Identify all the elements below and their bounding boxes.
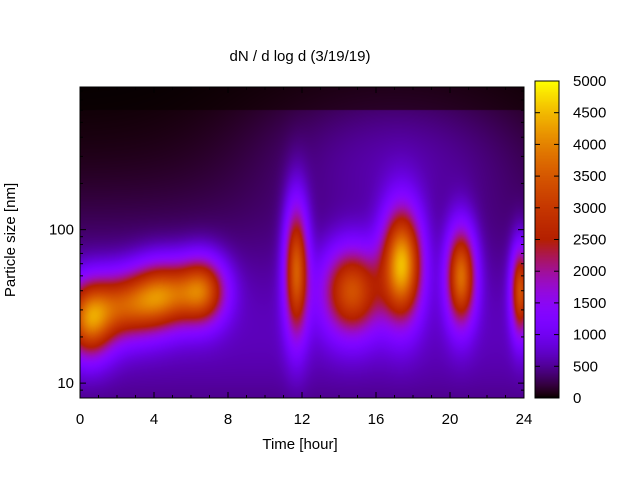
- colorbar-tick-label: 4500: [573, 105, 606, 122]
- heatmap-canvas: [80, 87, 524, 398]
- colorbar-tick-label: 500: [573, 358, 598, 375]
- y-tick-label: 10: [57, 375, 74, 392]
- chart-title: dN / d log d (3/19/19): [230, 48, 371, 65]
- x-tick-label: 24: [516, 411, 533, 428]
- heatmap-wrapper: [80, 87, 524, 398]
- y-axis-label: Particle size [nm]: [2, 183, 19, 297]
- x-axis: 0 4 8 12 16 20 24: [76, 87, 533, 428]
- colorbar-tick-label: 2500: [573, 232, 606, 249]
- colorbar-axis: 0 500 1000 1500 2000 2500 3000 3500 4000 4500 5000: [534, 73, 606, 407]
- colorbar-tick-label: 4000: [573, 136, 606, 153]
- colorbar-tick-label: 5000: [573, 73, 606, 90]
- y-tick-label: 100: [49, 222, 74, 239]
- x-tick-label: 4: [150, 411, 158, 428]
- x-tick-label: 16: [368, 411, 385, 428]
- colorbar-tick-label: 2000: [573, 263, 606, 280]
- colorbar-tick-label: 1000: [573, 327, 606, 344]
- x-axis-label: Time [hour]: [262, 436, 337, 453]
- colorbar-tick-label: 1500: [573, 295, 606, 312]
- x-tick-label: 0: [76, 411, 84, 428]
- colorbar-tick-label: 3000: [573, 200, 606, 217]
- x-tick-label: 20: [442, 411, 459, 428]
- x-tick-label: 8: [224, 411, 232, 428]
- colorbar-tick-label: 0: [573, 390, 581, 407]
- colorbar-tick-label: 3500: [573, 168, 606, 185]
- y-axis: 10 100: [49, 90, 524, 399]
- x-tick-label: 12: [294, 411, 311, 428]
